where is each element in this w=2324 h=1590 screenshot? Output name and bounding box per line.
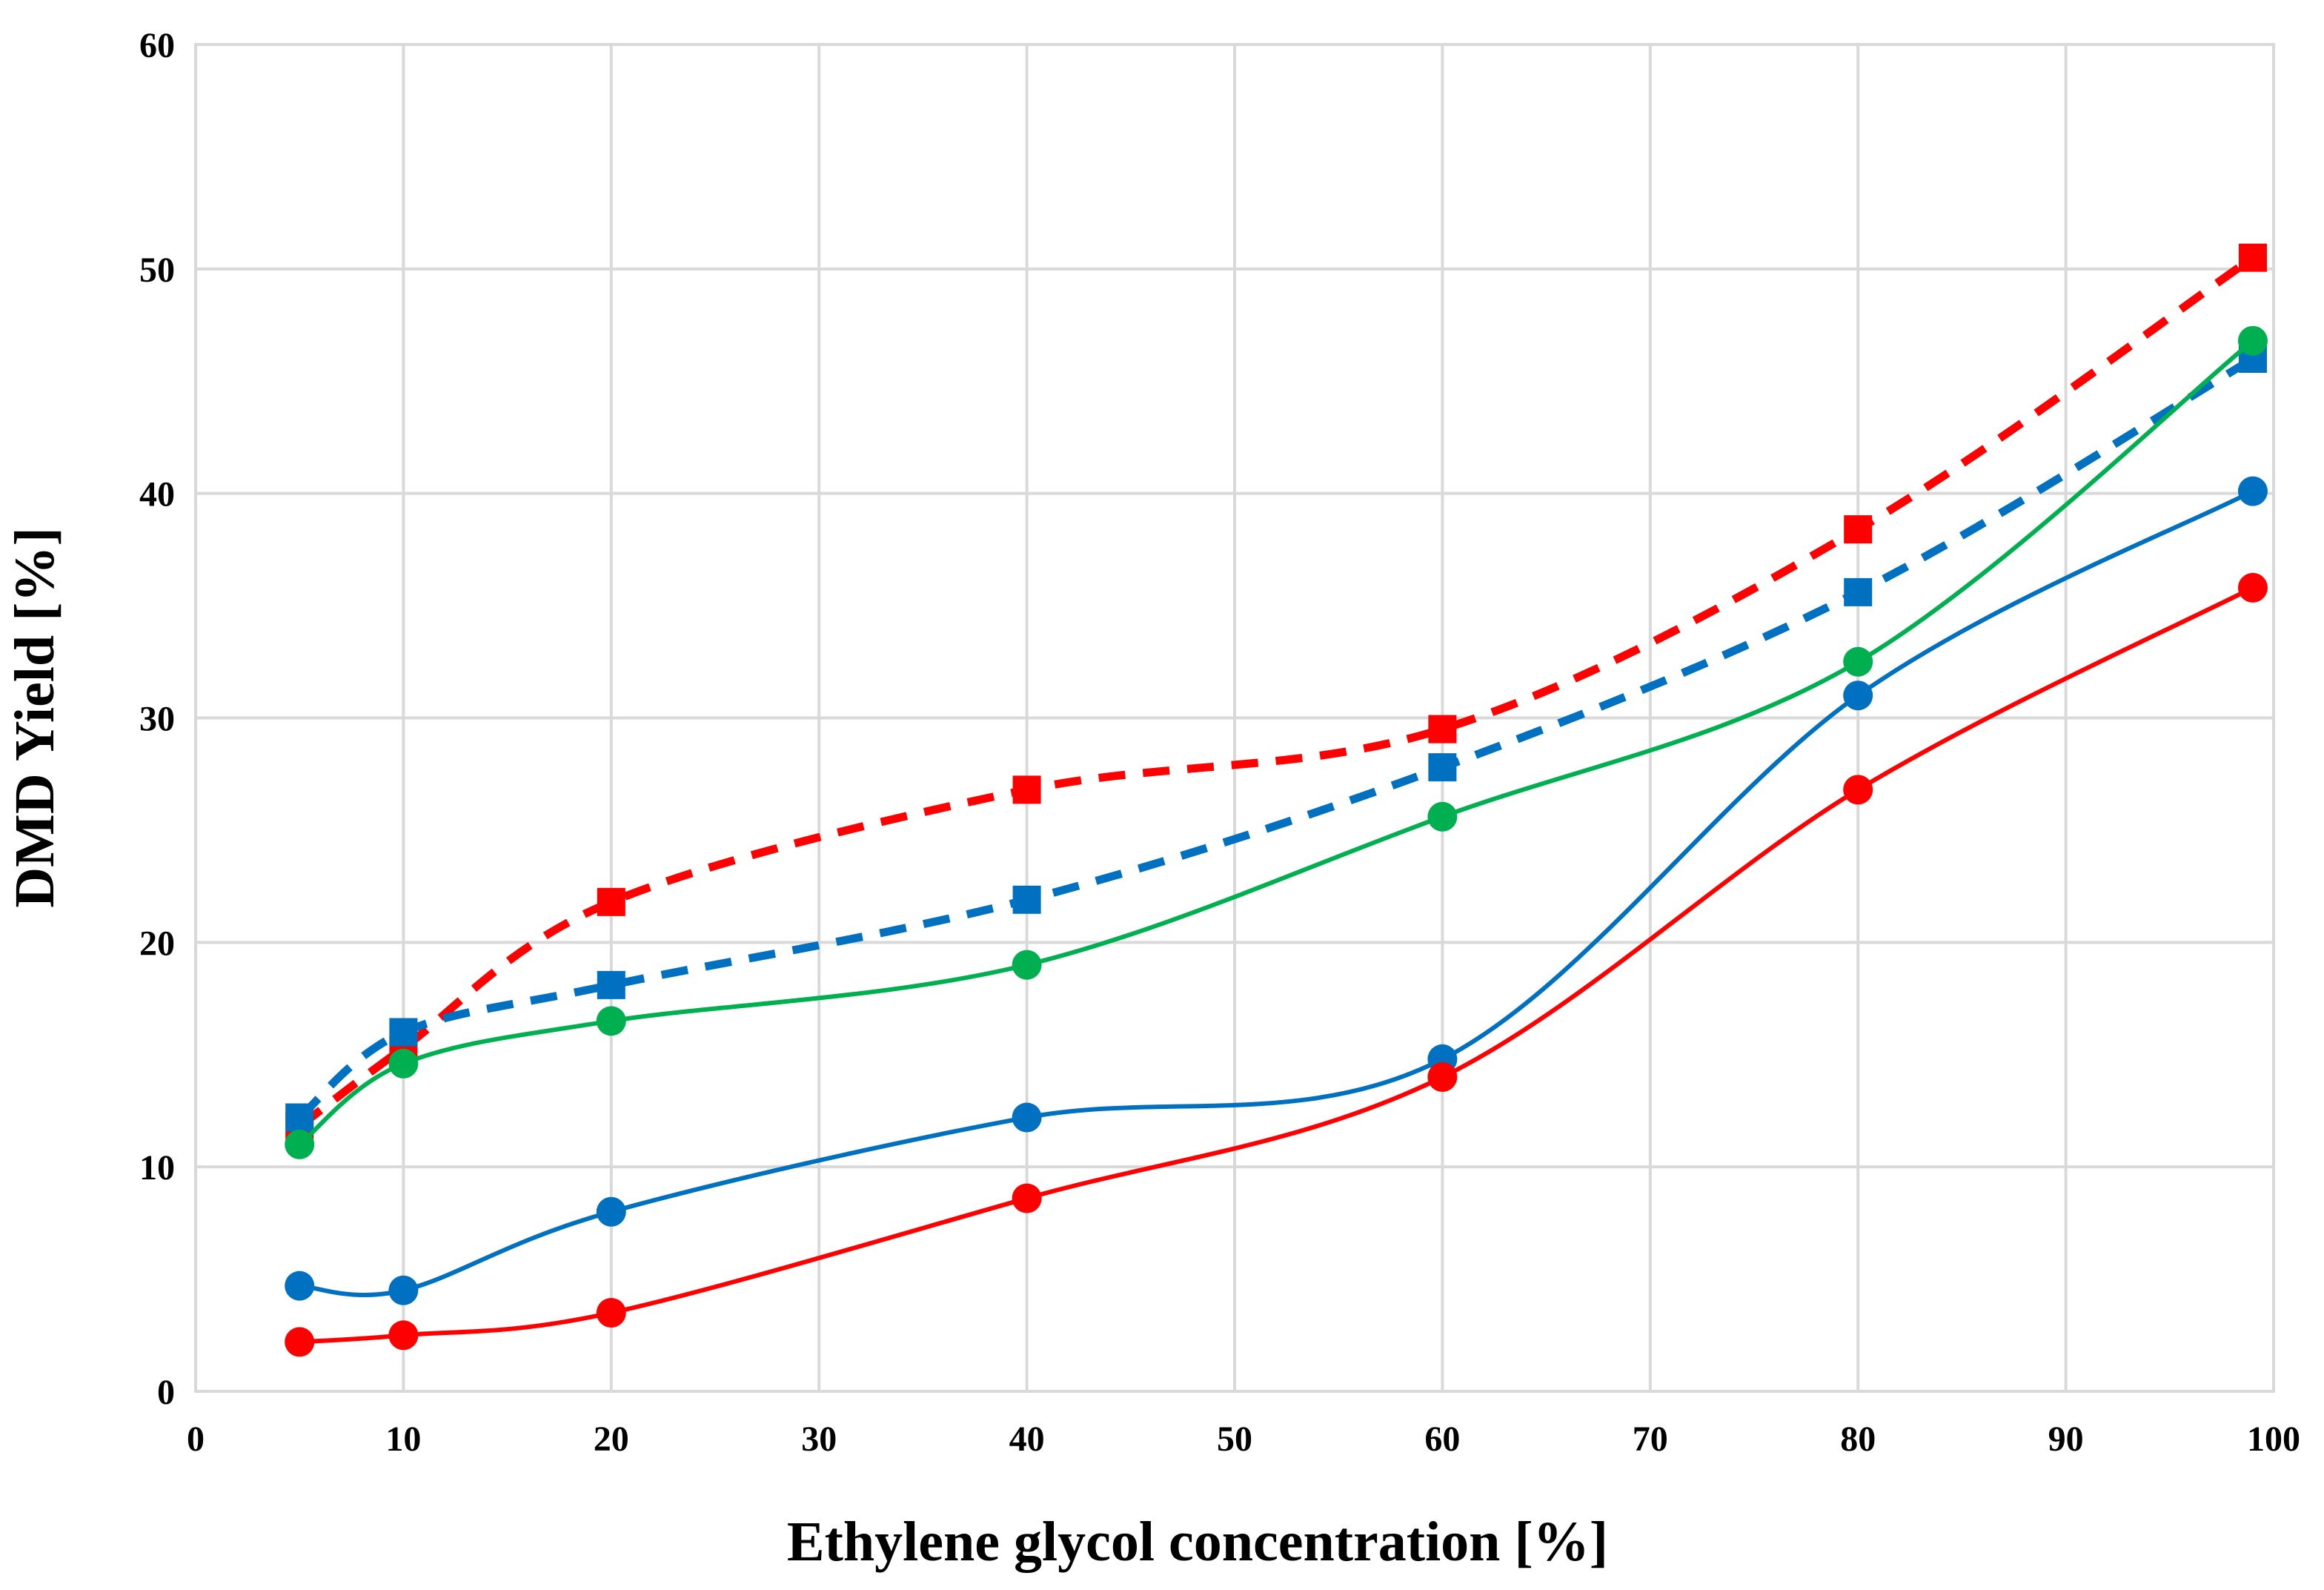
data-point-square: [389, 1018, 418, 1047]
data-point-circle: [388, 1275, 419, 1305]
x-tick-label: 60: [1424, 1420, 1460, 1459]
series-line: [296, 355, 2255, 1121]
series-line: [298, 339, 2254, 1147]
data-point-circle: [285, 1327, 315, 1357]
data-point-circle: [1012, 1102, 1042, 1133]
y-tick-label: 10: [139, 1148, 175, 1187]
data-point-square: [1844, 577, 1873, 606]
data-point-circle: [596, 1006, 626, 1036]
series-line: [299, 586, 2254, 1345]
data-point-square: [2238, 243, 2267, 272]
data-point-circle: [388, 1048, 419, 1079]
x-tick-label: 70: [1633, 1420, 1668, 1459]
series-line: [296, 254, 2256, 1130]
data-point-square: [1844, 515, 1873, 544]
x-tick-label: 100: [2247, 1420, 2300, 1459]
y-tick-label: 30: [139, 700, 175, 739]
series-green-solid-circles: [285, 325, 2268, 1159]
grid-layer: [194, 43, 2275, 1393]
data-point-circle: [388, 1320, 419, 1351]
x-tick-label: 0: [187, 1420, 205, 1459]
data-point-circle: [1843, 775, 1873, 805]
x-tick-label: 30: [801, 1420, 837, 1459]
x-tick-label: 40: [1009, 1420, 1045, 1459]
data-point-square: [1428, 715, 1457, 743]
data-point-square: [285, 1103, 314, 1132]
data-point-circle: [2237, 325, 2268, 356]
y-tick-label: 20: [139, 924, 175, 963]
data-point-circle: [1427, 1062, 1458, 1093]
x-tick-label: 90: [2048, 1420, 2084, 1459]
data-point-circle: [285, 1129, 315, 1159]
data-point-square: [597, 970, 625, 999]
data-point-circle: [596, 1196, 626, 1227]
x-axis-title: Ethylene glycol concentration [%]: [787, 1511, 1608, 1573]
data-point-circle: [596, 1298, 626, 1328]
y-tick-label: 60: [139, 26, 175, 65]
data-point-circle: [2237, 476, 2268, 506]
y-tick-label: 0: [157, 1373, 175, 1412]
y-axis-title: DMD Yield [%]: [4, 527, 66, 908]
y-tick-label: 50: [139, 251, 175, 290]
series-red-dashed-squares: [285, 243, 2267, 1141]
x-tick-label: 50: [1217, 1420, 1252, 1459]
data-point-circle: [1843, 646, 1873, 677]
series-layer: [285, 243, 2268, 1357]
series-line: [299, 488, 2254, 1297]
tick-layer: 0 10 20 30 40 50 60 70 80 90 100 0 10 20 30 40 50 60: [139, 26, 2300, 1459]
data-point-square: [1012, 775, 1041, 804]
series-blue-dashed-squares: [285, 344, 2267, 1132]
series-red-solid-circles: [285, 572, 2268, 1357]
data-point-square: [1428, 753, 1457, 782]
data-point-circle: [285, 1271, 315, 1301]
data-point-circle: [2237, 572, 2268, 603]
x-tick-label: 10: [385, 1420, 421, 1459]
data-point-circle: [1843, 680, 1873, 711]
plot-frame: [194, 43, 2275, 1393]
x-tick-label: 20: [594, 1420, 629, 1459]
x-tick-label: 80: [1840, 1420, 1876, 1459]
data-point-square: [1012, 885, 1041, 914]
data-point-circle: [1012, 1183, 1042, 1213]
data-point-circle: [1012, 950, 1042, 980]
y-tick-label: 40: [139, 475, 175, 514]
data-point-circle: [1427, 801, 1458, 832]
series-blue-solid-circles: [285, 476, 2268, 1305]
data-point-square: [597, 887, 625, 916]
